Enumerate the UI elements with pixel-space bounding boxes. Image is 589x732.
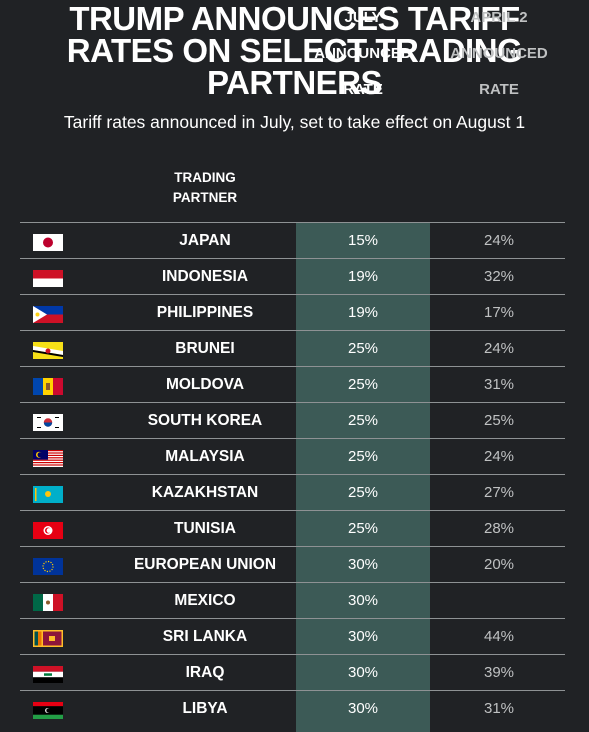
partner-name: MEXICO bbox=[174, 592, 236, 609]
column-header-line: PARTNER bbox=[172, 190, 238, 205]
july-rate-value: 15% bbox=[347, 232, 379, 249]
partner-name: PHILIPPINES bbox=[156, 304, 254, 321]
table-row: JAPAN 15% 24% bbox=[20, 222, 565, 258]
april-rate-value: 24% bbox=[483, 232, 515, 249]
iraq-flag-icon bbox=[33, 666, 63, 683]
column-header-april-rate: APRIL 2 ANNOUNCED RATE bbox=[432, 0, 566, 98]
title-line-3: PARTNERS bbox=[206, 64, 383, 101]
table-row: TUNISIA 25% 28% bbox=[20, 510, 565, 546]
indonesia-flag-icon bbox=[33, 270, 63, 287]
column-header-july-rate: JULY ANNOUNCED RATE bbox=[296, 0, 430, 98]
july-rate-value: 30% bbox=[347, 664, 379, 681]
partner-name: JAPAN bbox=[179, 232, 231, 249]
table-row: IRAQ 30% 39% bbox=[20, 654, 565, 690]
april-rate-value: 39% bbox=[483, 664, 515, 681]
column-header-line: APRIL 2 bbox=[470, 9, 528, 26]
july-rate-value: 19% bbox=[347, 304, 379, 321]
philippines-flag-icon bbox=[33, 306, 63, 323]
april-rate-value: 24% bbox=[483, 448, 515, 465]
july-rate-value: 30% bbox=[347, 556, 379, 573]
table-row: SRI LANKA 30% 44% bbox=[20, 618, 565, 654]
partner-name: BRUNEI bbox=[175, 340, 235, 357]
tariff-table: JAPAN 15% 24% INDONESIA 19% 32% PHILIPPINES 19%… bbox=[20, 222, 565, 726]
april-rate-value: 31% bbox=[483, 700, 515, 717]
table-row: SOUTH KOREA 25% 25% bbox=[20, 402, 565, 438]
brunei-flag-icon bbox=[33, 342, 63, 359]
july-rate-value: 25% bbox=[347, 520, 379, 537]
april-rate-value: 44% bbox=[483, 628, 515, 645]
chart-title: TRUMP ANNOUNCES TARIFF RATES ON SELECT T… bbox=[0, 0, 589, 101]
libya-flag-icon bbox=[33, 702, 63, 719]
partner-name: INDONESIA bbox=[161, 268, 249, 285]
july-rate-value: 25% bbox=[347, 340, 379, 357]
april-rate-value: 31% bbox=[483, 376, 515, 393]
april-rate-value: 17% bbox=[483, 304, 515, 321]
partner-name: KAZAKHSTAN bbox=[151, 484, 259, 501]
table-row: LIBYA 30% 31% bbox=[20, 690, 565, 726]
european-union-flag-icon bbox=[33, 558, 63, 575]
japan-flag-icon bbox=[33, 234, 63, 251]
partner-name: IRAQ bbox=[185, 664, 225, 681]
table-row: KAZAKHSTAN 25% 27% bbox=[20, 474, 565, 510]
april-rate-value: 25% bbox=[483, 412, 515, 429]
partner-name: MALAYSIA bbox=[165, 448, 245, 465]
july-rate-value: 19% bbox=[347, 268, 379, 285]
july-rate-value: 25% bbox=[347, 484, 379, 501]
july-rate-value: 30% bbox=[347, 592, 379, 609]
sri-lanka-flag-icon bbox=[33, 630, 63, 647]
title-line-1: TRUMP ANNOUNCES TARIFF bbox=[69, 0, 520, 37]
july-rate-value: 25% bbox=[347, 376, 379, 393]
table-row: MEXICO 30% bbox=[20, 582, 565, 618]
partner-name: MOLDOVA bbox=[165, 376, 245, 393]
column-header-trading-partner: TRADING PARTNER bbox=[140, 168, 270, 208]
partner-name: SOUTH KOREA bbox=[147, 412, 263, 429]
april-rate-value: 24% bbox=[483, 340, 515, 357]
july-rate-value: 25% bbox=[347, 412, 379, 429]
april-rate-value: 27% bbox=[483, 484, 515, 501]
column-header-line: RATE bbox=[479, 81, 519, 98]
table-row: INDONESIA 19% 32% bbox=[20, 258, 565, 294]
tunisia-flag-icon bbox=[33, 522, 63, 539]
table-row: BRUNEI 25% 24% bbox=[20, 330, 565, 366]
april-rate-value: 20% bbox=[483, 556, 515, 573]
column-header-line: ANNOUNCED bbox=[450, 45, 548, 62]
kazakhstan-flag-icon bbox=[33, 486, 63, 503]
july-rate-value: 30% bbox=[347, 700, 379, 717]
title-line-2: RATES ON SELECT TRADING bbox=[66, 32, 523, 69]
malaysia-flag-icon bbox=[33, 450, 63, 467]
partner-name: LIBYA bbox=[182, 700, 228, 717]
column-header-line: TRADING bbox=[174, 170, 236, 185]
column-header-line: RATE bbox=[343, 81, 383, 98]
april-rate-value: 32% bbox=[483, 268, 515, 285]
table-row: PHILIPPINES 19% 17% bbox=[20, 294, 565, 330]
chart-subtitle: Tariff rates announced in July, set to t… bbox=[63, 112, 526, 132]
south-korea-flag-icon bbox=[33, 414, 63, 431]
table-row: MOLDOVA 25% 31% bbox=[20, 366, 565, 402]
mexico-flag-icon bbox=[33, 594, 63, 611]
july-rate-value: 30% bbox=[347, 628, 379, 645]
column-header-line: ANNOUNCED bbox=[314, 45, 412, 62]
partner-name: TUNISIA bbox=[174, 520, 236, 537]
partner-name: EUROPEAN UNION bbox=[133, 556, 277, 573]
table-row: EUROPEAN UNION 30% 20% bbox=[20, 546, 565, 582]
april-rate-value bbox=[432, 583, 566, 619]
july-rate-column-highlight bbox=[296, 222, 430, 732]
july-rate-value: 25% bbox=[347, 448, 379, 465]
moldova-flag-icon bbox=[33, 378, 63, 395]
column-header-line: JULY bbox=[344, 9, 382, 26]
partner-name: SRI LANKA bbox=[162, 628, 248, 645]
april-rate-value: 28% bbox=[483, 520, 515, 537]
table-row: MALAYSIA 25% 24% bbox=[20, 438, 565, 474]
